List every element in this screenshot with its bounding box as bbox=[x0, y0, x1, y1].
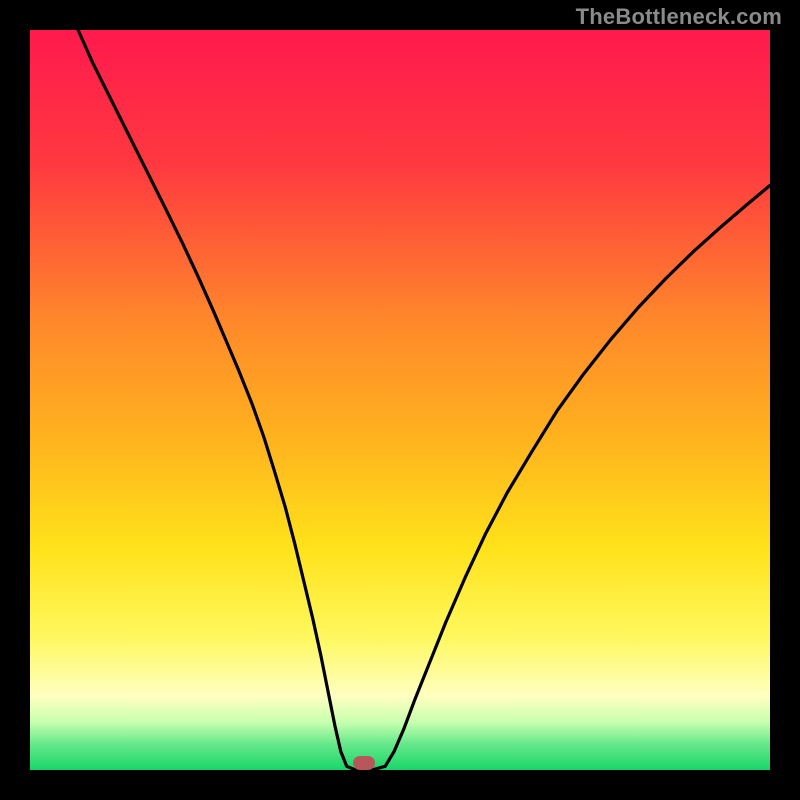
plot-area bbox=[30, 30, 770, 770]
bottleneck-curve bbox=[30, 30, 770, 770]
watermark-text: TheBottleneck.com bbox=[576, 4, 782, 30]
curve-path bbox=[78, 30, 770, 770]
optimum-marker bbox=[353, 756, 375, 770]
chart-frame: TheBottleneck.com bbox=[0, 0, 800, 800]
